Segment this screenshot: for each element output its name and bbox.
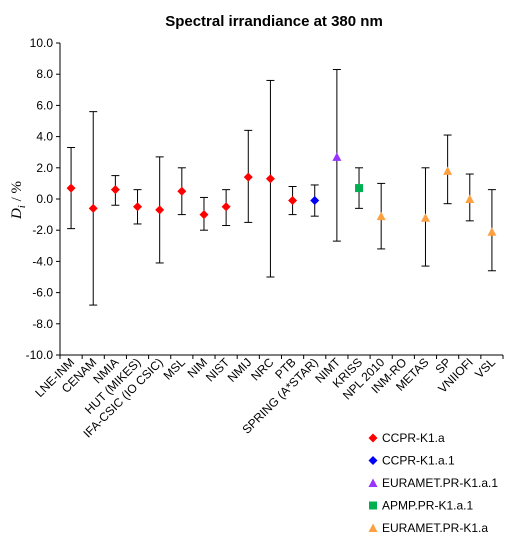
data-point: [155, 205, 165, 215]
data-point: [288, 196, 298, 206]
data-point: [376, 211, 386, 221]
data-point: [310, 196, 320, 206]
y-tick-label: -2.0: [32, 223, 53, 237]
data-point: [110, 185, 120, 195]
y-axis-label: Di / %: [9, 181, 28, 220]
legend-marker: [369, 501, 377, 510]
y-tick-label: 6.0: [36, 98, 53, 112]
data-point: [487, 227, 497, 236]
data-point: [443, 166, 453, 175]
chart-title: Spectral irrandiance at 380 nm: [165, 13, 383, 30]
data-point: [221, 202, 231, 212]
data-point: [420, 213, 430, 222]
data-point: [355, 184, 364, 193]
y-tick-label: 10.0: [30, 36, 54, 50]
data-point: [88, 203, 98, 213]
y-axis-label-suffix: / %: [9, 181, 25, 205]
y-tick-label: 8.0: [36, 67, 53, 81]
category-label: MSL: [161, 355, 189, 383]
error-bars: [67, 69, 496, 306]
svg-text:Di / %: Di / %: [9, 181, 28, 220]
legend: CCPR-K1.a CCPR-K1.a.1 EURAMET.PR-K1.a.1 APM…: [368, 431, 498, 535]
data-point: [265, 174, 275, 184]
legend-marker: [368, 478, 378, 487]
y-tick-label: -10.0: [26, 348, 54, 362]
legend-label: CCPR-K1.a: [382, 431, 445, 445]
data-point: [66, 183, 76, 193]
data-point: [133, 202, 143, 212]
data-point: [465, 194, 475, 203]
y-tick-label: 2.0: [36, 161, 53, 175]
data-point: [243, 172, 253, 182]
category-label: NIST: [203, 355, 233, 385]
y-tick-label: -4.0: [32, 254, 53, 268]
y-tick-label: 0.0: [36, 192, 53, 206]
y-axis-label-prefix: D: [9, 208, 25, 220]
legend-label: EURAMET.PR-K1.a.1: [382, 476, 498, 490]
y-tick-label: -6.0: [32, 286, 53, 300]
legend-marker: [368, 456, 378, 465]
y-ticks: 10.0 8.0 6.0 4.0 2.0 0.0 -2.0 -4.0 -6.0 -8.0 -10.0: [26, 36, 60, 362]
y-axis-label-sub: i: [16, 205, 28, 208]
category-label: VSL: [472, 355, 498, 381]
y-tick-label: -8.0: [32, 317, 53, 331]
data-point: [177, 186, 187, 196]
legend-marker: [368, 433, 378, 443]
legend-marker: [368, 523, 378, 532]
legend-label: CCPR-K1.a.1: [382, 454, 455, 468]
legend-label: APMP.PR-K1.a.1: [382, 499, 473, 513]
data-markers: [66, 152, 497, 236]
category-label: NRC: [248, 355, 277, 384]
axes: [59, 43, 503, 356]
data-point: [332, 152, 342, 161]
category-label: NMIJ: [225, 355, 255, 385]
legend-label: EURAMET.PR-K1.a: [382, 521, 488, 535]
data-point: [199, 210, 209, 220]
y-tick-label: 4.0: [36, 130, 53, 144]
